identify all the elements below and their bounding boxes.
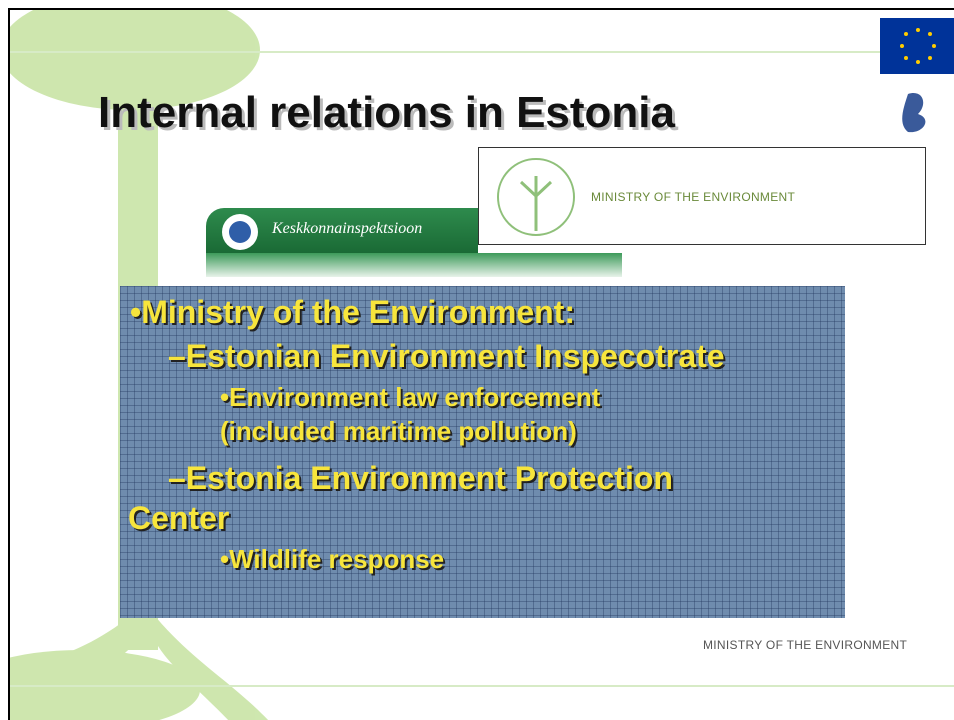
- bullet-line: –Estonia Environment Protection: [168, 460, 673, 497]
- bullet-box: •Ministry of the Environment: –Estonian E…: [120, 286, 845, 618]
- eu-flag: [880, 18, 954, 74]
- inspectorate-name: Keskkonnainspektsioon: [272, 220, 422, 238]
- page: Internal relations in Estonia Keskkonnai…: [0, 0, 954, 720]
- footer: MINISTRY OF THE ENVIRONMENT: [703, 638, 907, 652]
- slide: Internal relations in Estonia Keskkonnai…: [8, 8, 954, 720]
- bullet-line: •Environment law enforcement: [220, 382, 600, 413]
- ministry-logo: MINISTRY OF THE ENVIRONMENT: [478, 147, 926, 245]
- baltic-logo: [888, 84, 946, 142]
- banner-stripe: [206, 253, 622, 277]
- bullet-line: •Wildlife response: [220, 544, 444, 575]
- bullet-line: –Estonian Environment Inspecotrate: [168, 338, 725, 375]
- inspectorate-logo: Keskkonnainspektsioon: [206, 208, 478, 253]
- bullet-line: (included maritime pollution): [220, 416, 577, 447]
- bullet-line: •Ministry of the Environment:: [130, 294, 575, 331]
- title: Internal relations in Estonia: [98, 88, 675, 138]
- ministry-name: MINISTRY OF THE ENVIRONMENT: [591, 190, 795, 204]
- bullet-line: Center: [128, 500, 229, 537]
